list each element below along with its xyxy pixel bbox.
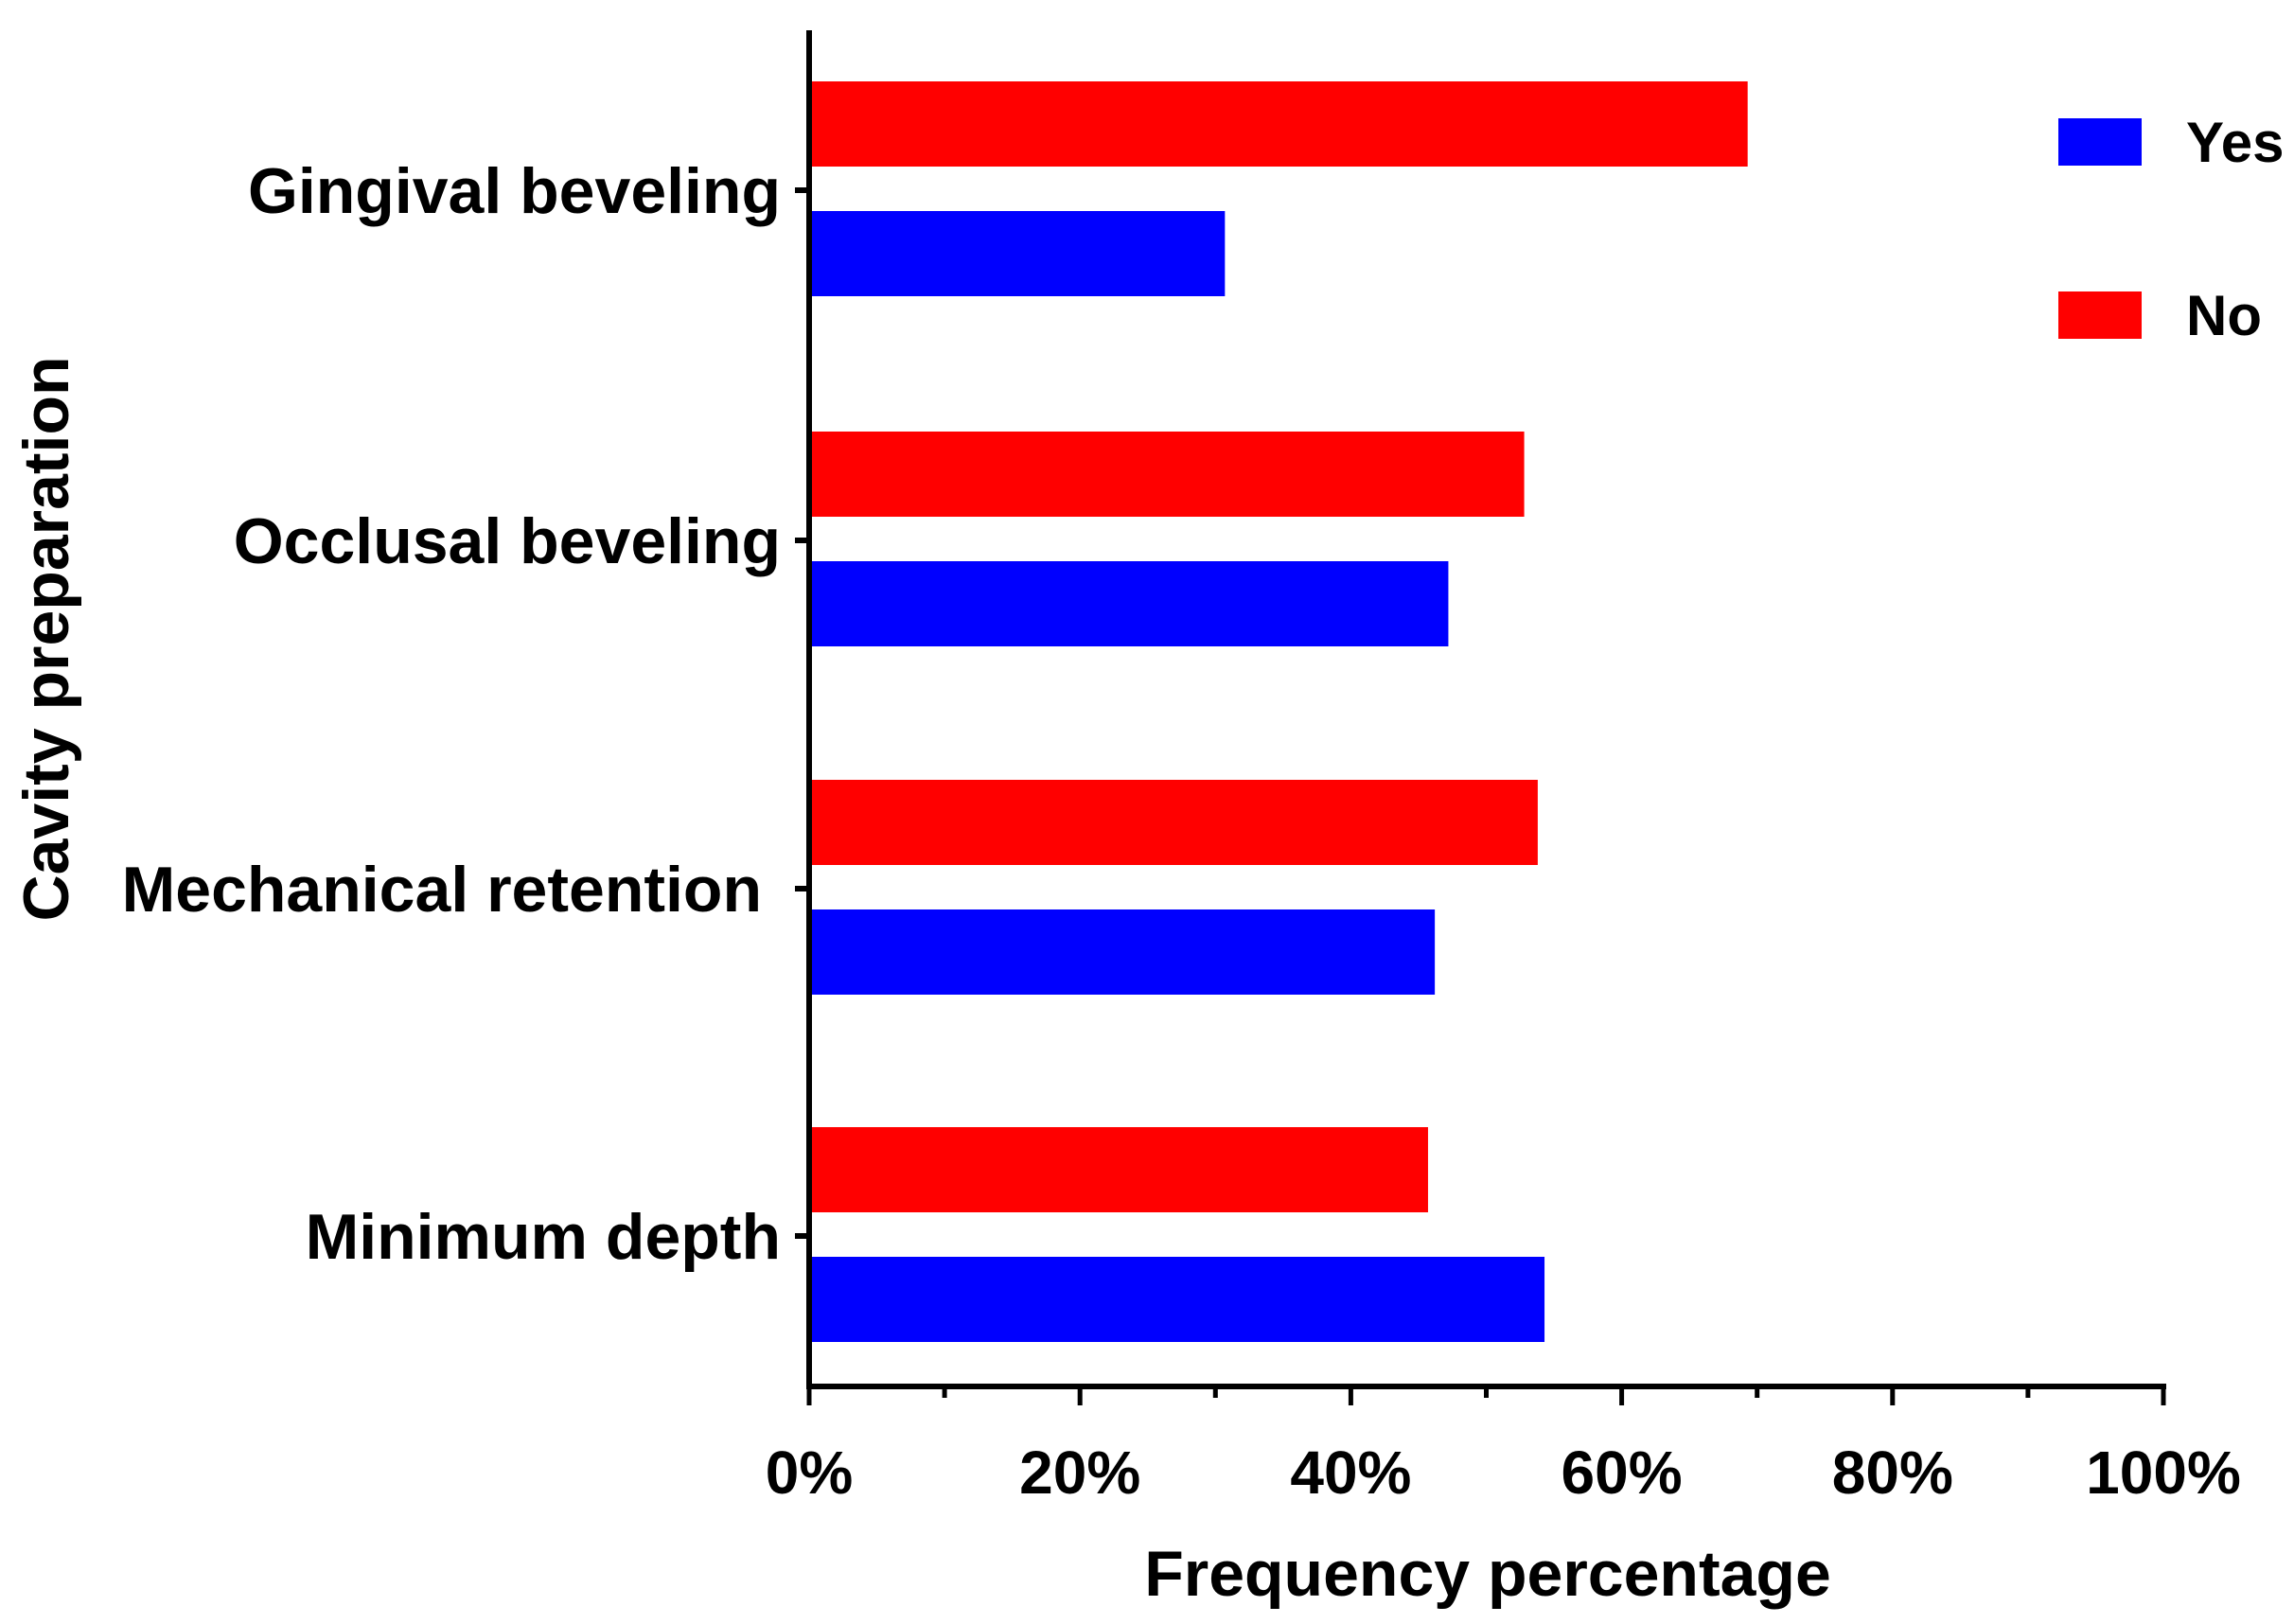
bar-yes-gingival-beveling — [809, 211, 1226, 296]
y-ticks-group: Gingival beveling Occlusal beveling Mechan… — [122, 155, 809, 1273]
x-ticks-group: 0% 20% 40% 60% 80% 100% — [766, 1386, 2241, 1507]
legend-swatch-no — [2058, 291, 2142, 339]
y-tick-label: Minimum depth — [306, 1201, 781, 1273]
bar-no-minimum-depth — [809, 1127, 1428, 1212]
y-tick-label: Occlusal beveling — [234, 505, 781, 577]
y-tick-label: Gingival beveling — [248, 155, 781, 227]
x-axis-title: Frequency percentage — [1144, 1538, 1831, 1610]
x-tick-label: 60% — [1562, 1439, 1683, 1507]
bar-yes-minimum-depth — [809, 1257, 1545, 1342]
legend-label-yes: Yes — [2186, 111, 2284, 174]
x-tick-label: 100% — [2086, 1439, 2241, 1507]
y-tick-label: Mechanical retention — [122, 854, 762, 926]
bar-no-gingival-beveling — [809, 81, 1748, 167]
legend-swatch-yes — [2058, 118, 2142, 166]
bars-group — [809, 81, 1748, 1342]
x-tick-label: 40% — [1290, 1439, 1411, 1507]
bar-no-occlusal-beveling — [809, 432, 1525, 517]
legend: Yes No — [2058, 111, 2284, 347]
x-tick-label: 80% — [1832, 1439, 1953, 1507]
x-tick-label: 20% — [1019, 1439, 1140, 1507]
x-tick-label: 0% — [766, 1439, 854, 1507]
bar-no-mechanical-retention — [809, 780, 1538, 865]
bar-yes-occlusal-beveling — [809, 561, 1449, 646]
y-axis-title: Cavity preparation — [10, 356, 82, 921]
legend-label-no: No — [2186, 284, 2262, 347]
bar-yes-mechanical-retention — [809, 909, 1436, 995]
